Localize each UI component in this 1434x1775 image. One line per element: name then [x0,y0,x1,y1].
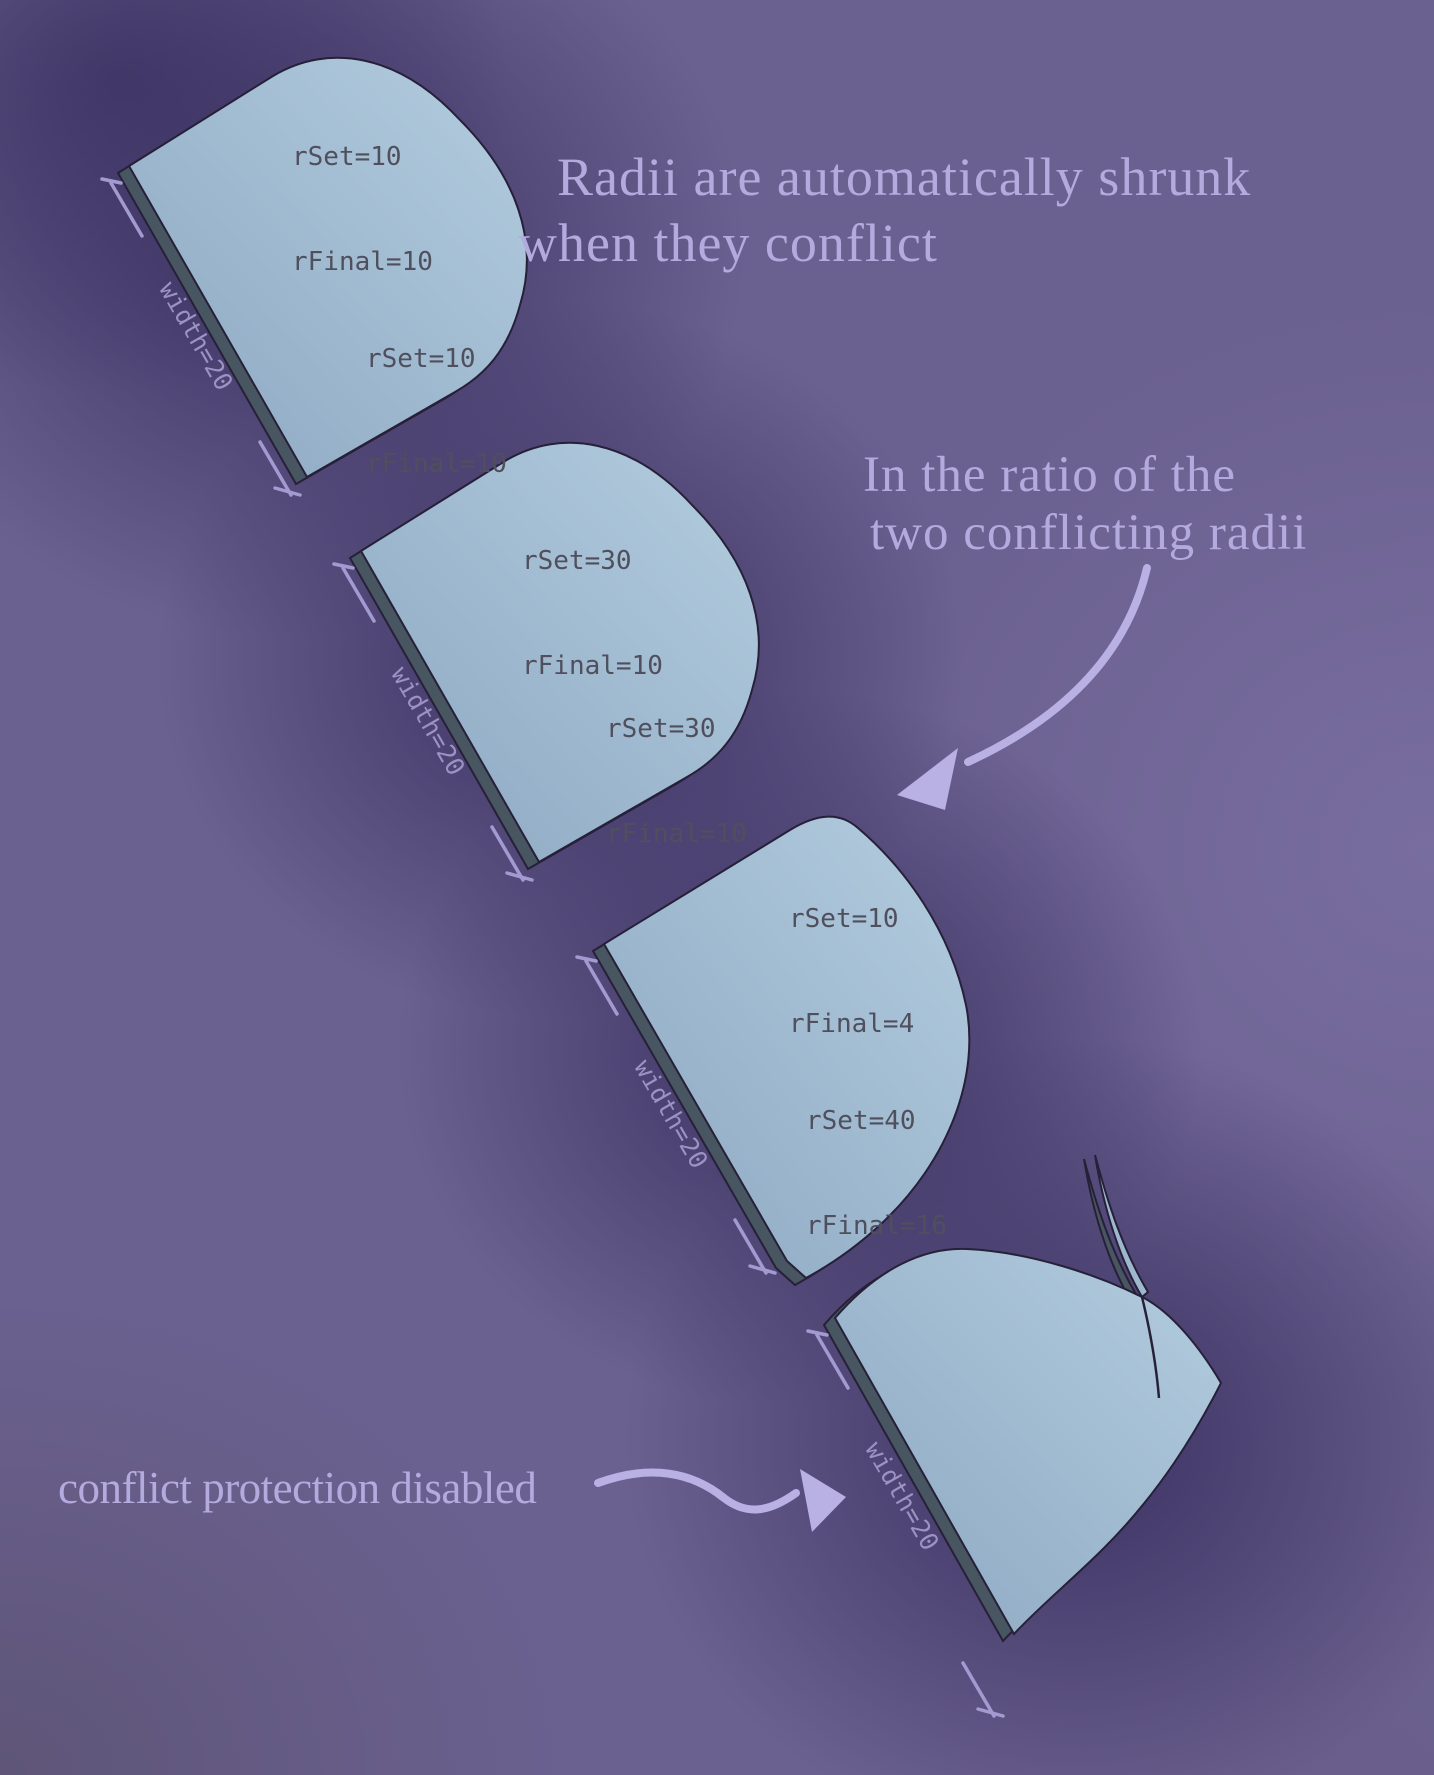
shape-2 [332,441,760,882]
shape-3-dimension-ticks [575,955,777,1275]
shape-1-bottom-label: rSet=10 rFinal=10 [366,272,507,552]
disabled-arrow-icon [594,1468,846,1532]
ratio-arrow-shaft [964,564,1151,766]
shape-1-bottom-rfinal: rFinal=10 [366,449,507,479]
disabled-annotation: conflict protection disabled [58,1463,537,1513]
shape-2-top-label: rSet=30 rFinal=10 [522,474,663,754]
shape-1-dimension-ticks [100,177,302,497]
shape-4-spike-side [1083,1158,1139,1303]
ratio-arrow-head [897,748,958,810]
shape-1-top-rfinal: rFinal=10 [292,247,433,277]
shape-2-top-rfinal: rFinal=10 [522,651,663,681]
ratio-arrow-icon [897,564,1151,810]
shape-4-face [833,1247,1223,1636]
disabled-arrow-head [800,1469,846,1532]
ratio-annotation-line-2: two conflicting radii [870,505,1308,561]
shape-2-bottom-rfinal: rFinal=10 [606,819,747,849]
shape-1 [100,56,528,497]
shape-3-face [602,815,971,1280]
shape-4-intersection-seam [1140,1296,1161,1399]
shape-3 [575,815,971,1287]
shape-3-bottom-label: rSet=40 rFinal=16 [806,1034,947,1314]
shape-3-bottom-rset: rSet=40 [806,1106,916,1136]
shape-1-face [127,56,528,479]
shape-4 [806,1154,1223,1718]
shape-2-bottom-label: rSet=30 rFinal=10 [606,642,747,922]
shape-3-top-rfinal: rFinal=4 [789,1009,915,1039]
shape-2-top-rset: rSet=30 [522,546,632,576]
shape-2-bottom-rset: rSet=30 [606,714,716,744]
disabled-arrow-shaft [594,1468,800,1514]
shape-1-bottom-rset: rSet=10 [366,344,476,374]
headline-line-1: Radii are automatically shrunk [557,147,1252,207]
shape-1-top-rset: rSet=10 [292,142,402,172]
headline-line-2: when they conflict [518,213,938,273]
shape-2-face [359,441,760,864]
shape-4-dimension-ticks [806,1329,1005,1718]
shape-1-top-label: rSet=10 rFinal=10 [292,70,433,350]
shape-3-top-label: rSet=10 rFinal=4 [789,832,914,1112]
shape-4-spike [1094,1154,1150,1299]
shape-3-bottom-rfinal: rFinal=16 [806,1211,947,1241]
shape-2-dimension-ticks [332,562,534,882]
shape-3-top-rset: rSet=10 [789,904,899,934]
ratio-annotation-line-1: In the ratio of the [863,447,1237,503]
